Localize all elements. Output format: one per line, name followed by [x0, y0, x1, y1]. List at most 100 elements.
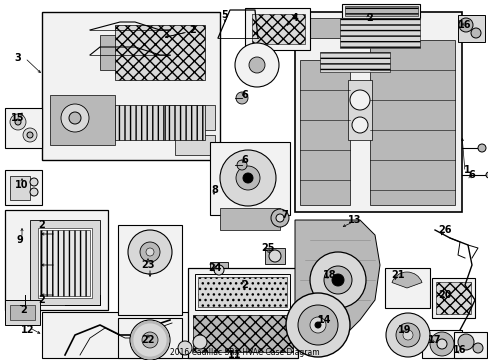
Circle shape: [220, 150, 275, 206]
Bar: [384, 268, 429, 308]
Bar: [453, 332, 486, 358]
Bar: [193, 315, 292, 352]
Bar: [341, 4, 419, 18]
Circle shape: [457, 334, 473, 350]
Text: 15: 15: [11, 113, 25, 123]
Bar: [435, 282, 470, 314]
Text: 1: 1: [463, 165, 469, 175]
Bar: [175, 135, 215, 155]
Circle shape: [30, 178, 38, 186]
Text: 12: 12: [21, 325, 35, 335]
Bar: [299, 60, 349, 205]
Bar: [100, 35, 120, 70]
Circle shape: [458, 18, 472, 32]
Text: 20: 20: [437, 290, 451, 300]
Text: 26: 26: [437, 225, 451, 235]
Bar: [294, 12, 461, 212]
Circle shape: [214, 265, 224, 275]
Circle shape: [314, 322, 320, 328]
Bar: [40, 230, 90, 296]
Bar: [319, 52, 389, 72]
Circle shape: [142, 332, 158, 348]
Bar: [42, 12, 220, 160]
Bar: [118, 225, 182, 315]
Bar: [118, 318, 182, 358]
Circle shape: [297, 305, 337, 345]
Circle shape: [146, 248, 154, 256]
Bar: [5, 170, 42, 205]
Circle shape: [178, 341, 192, 355]
Text: 2: 2: [241, 280, 248, 290]
Circle shape: [309, 252, 365, 308]
Text: 6: 6: [241, 90, 248, 100]
Circle shape: [470, 28, 480, 38]
Bar: [5, 300, 40, 325]
Circle shape: [385, 313, 429, 357]
Bar: [244, 8, 309, 50]
Bar: [309, 18, 345, 38]
Text: 19: 19: [397, 325, 411, 335]
Circle shape: [130, 320, 170, 360]
Text: 8: 8: [211, 185, 218, 195]
Circle shape: [30, 188, 38, 196]
Wedge shape: [391, 272, 421, 288]
Text: 5: 5: [221, 10, 228, 20]
Text: 17: 17: [427, 335, 441, 345]
Bar: [345, 6, 417, 16]
Bar: [421, 330, 461, 358]
Bar: [209, 142, 289, 215]
Text: 16: 16: [457, 20, 471, 30]
Text: 7: 7: [281, 210, 288, 220]
Text: 13: 13: [347, 215, 361, 225]
Bar: [251, 14, 305, 44]
Text: 25: 25: [261, 243, 274, 253]
Text: 14: 14: [318, 315, 331, 325]
Bar: [5, 210, 108, 310]
Text: 11: 11: [228, 350, 241, 360]
Bar: [457, 15, 484, 42]
Circle shape: [285, 293, 349, 357]
Text: 16: 16: [452, 345, 466, 355]
Circle shape: [23, 128, 37, 142]
Text: 23: 23: [141, 260, 154, 270]
Circle shape: [331, 274, 343, 286]
Circle shape: [477, 144, 485, 152]
Text: 6: 6: [468, 170, 474, 180]
Circle shape: [10, 114, 26, 130]
Circle shape: [351, 117, 367, 133]
Bar: [164, 105, 215, 130]
Circle shape: [193, 335, 206, 349]
Text: 3: 3: [15, 53, 21, 63]
Bar: [30, 220, 100, 305]
Circle shape: [15, 119, 21, 125]
Text: 4: 4: [291, 13, 298, 23]
Circle shape: [436, 339, 446, 349]
Circle shape: [236, 166, 260, 190]
Bar: [339, 18, 419, 48]
Bar: [347, 80, 371, 140]
Circle shape: [268, 250, 281, 262]
Text: 2: 2: [189, 25, 196, 35]
Text: 22: 22: [141, 335, 154, 345]
Bar: [187, 268, 297, 358]
Circle shape: [128, 230, 172, 274]
Circle shape: [235, 43, 279, 87]
Bar: [198, 277, 286, 307]
Circle shape: [429, 332, 453, 356]
Text: 2016 Cadillac SRX HVAC Case Diagram: 2016 Cadillac SRX HVAC Case Diagram: [169, 348, 319, 357]
Circle shape: [69, 112, 81, 124]
Bar: [42, 312, 215, 358]
Bar: [195, 274, 289, 310]
Text: 10: 10: [15, 180, 29, 190]
Circle shape: [395, 323, 419, 347]
Bar: [115, 105, 164, 140]
Circle shape: [270, 209, 288, 227]
Text: 2: 2: [366, 13, 373, 23]
Circle shape: [324, 266, 351, 294]
Circle shape: [309, 317, 325, 333]
Bar: [10, 176, 30, 200]
Circle shape: [349, 90, 369, 110]
Circle shape: [27, 132, 33, 138]
Circle shape: [61, 104, 89, 132]
Circle shape: [472, 343, 482, 353]
